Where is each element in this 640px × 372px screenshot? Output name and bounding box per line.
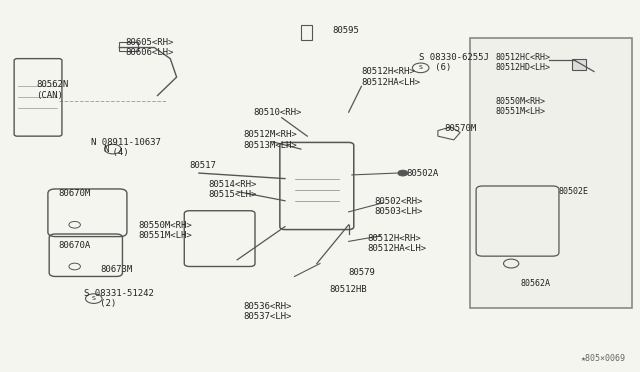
Text: N: N bbox=[104, 145, 109, 154]
Bar bbox=[301, 25, 312, 40]
Text: 80605<RH>
80606<LH>: 80605<RH> 80606<LH> bbox=[125, 38, 174, 57]
Text: S: S bbox=[419, 65, 422, 70]
Bar bbox=[572, 59, 586, 70]
Text: 80517: 80517 bbox=[189, 161, 216, 170]
Text: 80512M<RH>
80513M<LH>: 80512M<RH> 80513M<LH> bbox=[244, 130, 298, 150]
Text: 80670A: 80670A bbox=[59, 241, 91, 250]
Text: 80550M<RH>
80551M<LH>: 80550M<RH> 80551M<LH> bbox=[495, 97, 545, 116]
Text: S 08330-6255J
   (6): S 08330-6255J (6) bbox=[419, 52, 489, 72]
Text: 80562N
(CAN): 80562N (CAN) bbox=[36, 80, 68, 100]
Text: 80514<RH>
80515<LH>: 80514<RH> 80515<LH> bbox=[209, 180, 257, 199]
Text: 80502E: 80502E bbox=[559, 187, 589, 196]
Text: 80550M<RH>
80551M<LH>: 80550M<RH> 80551M<LH> bbox=[138, 221, 192, 240]
Text: 80570M: 80570M bbox=[444, 124, 477, 133]
Text: 80579: 80579 bbox=[349, 268, 376, 277]
Text: 80670M: 80670M bbox=[59, 189, 91, 198]
Text: S: S bbox=[92, 296, 96, 301]
Text: 80512HC<RH>
80512HD<LH>: 80512HC<RH> 80512HD<LH> bbox=[495, 52, 550, 72]
Bar bbox=[119, 42, 138, 51]
Text: 80673M: 80673M bbox=[100, 264, 132, 273]
Circle shape bbox=[397, 170, 408, 176]
Text: 80512HB: 80512HB bbox=[330, 285, 367, 294]
Text: 80595: 80595 bbox=[333, 26, 360, 35]
Text: 80562A: 80562A bbox=[521, 279, 551, 288]
Text: 80502<RH>
80503<LH>: 80502<RH> 80503<LH> bbox=[374, 197, 422, 216]
Bar bbox=[470, 38, 632, 308]
Text: N 08911-10637
    (4): N 08911-10637 (4) bbox=[91, 138, 161, 157]
Text: 80536<RH>
80537<LH>: 80536<RH> 80537<LH> bbox=[244, 302, 292, 321]
Text: 80512H<RH>
80512HA<LH>: 80512H<RH> 80512HA<LH> bbox=[362, 67, 420, 87]
Text: ★805×0069: ★805×0069 bbox=[581, 354, 626, 363]
Text: 80512H<RH>
80512HA<LH>: 80512H<RH> 80512HA<LH> bbox=[368, 234, 427, 253]
Text: S 08331-51242
   (2): S 08331-51242 (2) bbox=[84, 289, 154, 308]
Text: 80502A: 80502A bbox=[406, 169, 438, 177]
Text: 80510<RH>: 80510<RH> bbox=[253, 108, 301, 117]
